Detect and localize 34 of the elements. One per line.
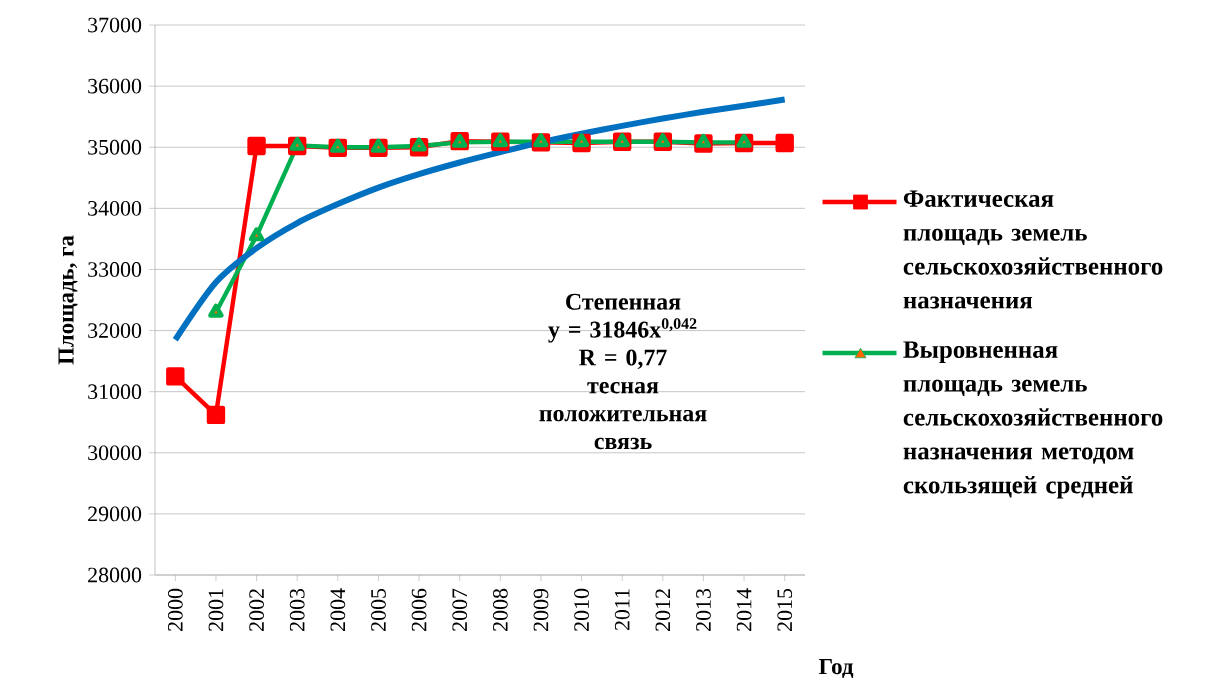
y-tick-label: 37000 bbox=[88, 17, 142, 33]
x-tick-label: 2005 bbox=[371, 588, 386, 631]
y-tick-label: 36000 bbox=[88, 78, 142, 94]
x-tick-label: 2004 bbox=[330, 588, 346, 631]
x-tick-label: 2006 bbox=[411, 588, 427, 631]
y-axis-title: Площадь, га bbox=[58, 235, 78, 365]
x-tick-label: 2015 bbox=[777, 588, 793, 631]
annotation: y = 31846x$^{0,042}$ bbox=[548, 318, 697, 343]
x-tick-label: 2010 bbox=[574, 588, 589, 631]
x-tick-label: 2009 bbox=[533, 588, 549, 631]
y-tick-label: 31000 bbox=[88, 384, 142, 400]
legend-label: Фактическая площадь земель сельскохозяйственного назначения bbox=[903, 190, 1163, 309]
x-tick-label: 2013 bbox=[696, 588, 711, 631]
y-tick-label: 30000 bbox=[88, 445, 142, 461]
y-tick-label: 29000 bbox=[88, 506, 142, 522]
y-tick-label: 35000 bbox=[88, 139, 142, 155]
y-tick-label: 33000 bbox=[88, 262, 142, 277]
y-tick-label: 32000 bbox=[88, 323, 142, 338]
legend-label: Выровненная площадь земель сельскохозяйственного назначения методом скользящей средней bbox=[903, 341, 1163, 499]
x-tick-label: 2011 bbox=[614, 589, 630, 631]
x-tick-label: 2003 bbox=[289, 588, 305, 631]
x-tick-label: 2012 bbox=[655, 589, 671, 631]
x-tick-label: 2001 bbox=[208, 589, 224, 631]
annotation: Степенная bbox=[566, 293, 681, 310]
annotation: тесная положительная связь bbox=[539, 382, 707, 450]
annotation: R = 0,77 bbox=[579, 349, 667, 370]
x-tick-label: 2000 bbox=[167, 588, 183, 631]
y-tick-label: 34000 bbox=[88, 200, 142, 216]
x-axis-title: Год bbox=[818, 659, 854, 678]
x-tick-label: 2008 bbox=[492, 588, 508, 631]
x-tick-label: 2007 bbox=[452, 588, 468, 631]
y-tick-label: 28000 bbox=[88, 567, 142, 583]
x-tick-label: 2002 bbox=[249, 589, 264, 631]
x-tick-label: 2014 bbox=[736, 588, 752, 631]
